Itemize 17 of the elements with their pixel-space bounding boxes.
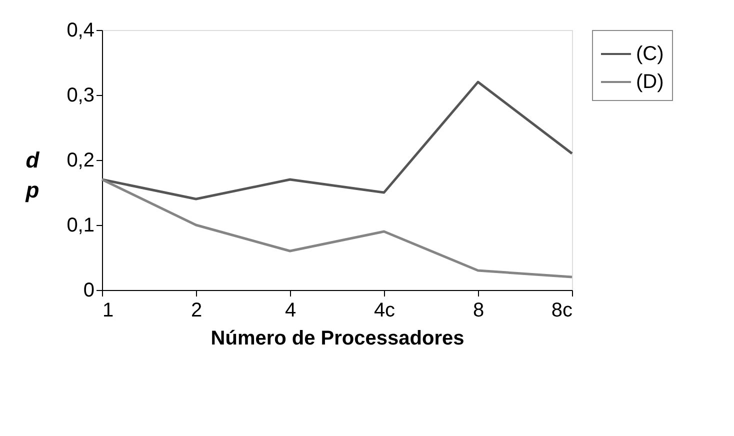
line-series [100,80,574,200]
y-tick-label: 0,1 [66,214,94,236]
x-tick-label: 1 [102,300,114,322]
x-tick-label: 8c [551,300,572,322]
legend-label: (D) [636,71,664,93]
y-axis-title: dp [24,148,40,202]
x-tick-label: 4c [374,300,396,322]
y-tick-label: 0,4 [66,20,94,42]
y-tick-label: 0 [83,280,94,302]
x-tick-label: 4 [284,300,296,322]
x-tick-label: 2 [190,300,202,322]
y-tick-label: 0,3 [66,84,94,106]
x-tick-label: 8 [472,300,484,322]
legend-label: (C) [636,43,664,65]
line-series [100,178,574,278]
x-axis-title: Número de Processadores [210,328,464,350]
y-tick-label: 0,2 [66,150,94,172]
